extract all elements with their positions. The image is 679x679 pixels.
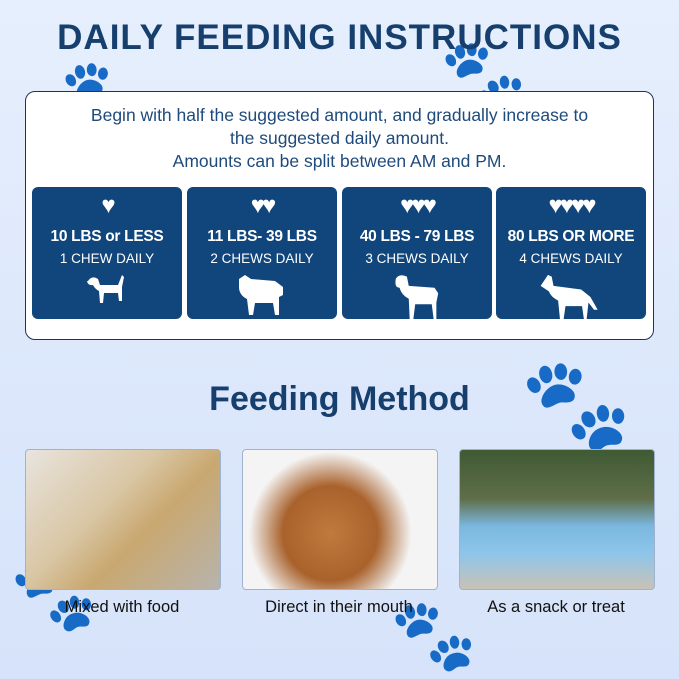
dosage-card: ♥ 10 LBS or LESS 1 CHEW DAILY [32,187,182,319]
photo-dog-eating-from-bowl [25,449,221,590]
dosage-card: ♥♥♥ 40 LBS - 79 LBS 3 CHEWS DAILY [342,187,492,319]
intro-line: Amounts can be split between AM and PM. [172,151,507,171]
intro-line: Begin with half the suggested amount, an… [90,105,589,125]
chew-count: 4 CHEWS DAILY [519,251,623,266]
heart-icon: ♥♥♥ [400,192,437,219]
weight-range: 40 LBS - 79 LBS [359,228,475,245]
method-caption: As a snack or treat [487,598,625,616]
heart-icon: ♥♥♥♥ [548,192,597,219]
rottweiler-icon [394,275,438,319]
heart-icon: ♥♥ [250,192,277,219]
intro-text: Begin with half the suggested amount, an… [25,104,654,173]
method-caption: Mixed with food [64,598,180,616]
section-title: Feeding Method [209,380,470,418]
weight-range: 10 LBS or LESS [50,228,164,245]
method-caption: Direct in their mouth [265,598,413,616]
dosage-card: ♥♥♥♥ 80 LBS OR MORE 4 CHEWS DAILY [496,187,646,319]
bulldog-icon [238,275,283,315]
photo-dog-taking-treat [242,449,438,590]
small-dog-icon [87,275,124,303]
intro-line: the suggested daily amount. [230,128,449,148]
chew-count: 2 CHEWS DAILY [210,251,314,266]
chew-count: 1 CHEW DAILY [59,251,155,266]
heart-icon: ♥ [101,192,115,219]
page-title: DAILY FEEDING INSTRUCTIONS [57,18,622,57]
photo-bowl-of-treats [459,449,655,590]
paw-print-decoration: 🐾 [390,596,478,674]
weight-range: 80 LBS OR MORE [507,228,635,245]
paw-print-decoration: 🐾 [520,355,633,455]
chew-count: 3 CHEWS DAILY [365,251,469,266]
dosage-card: ♥♥ 11 LBS- 39 LBS 2 CHEWS DAILY [187,187,337,319]
shepherd-icon [540,274,598,319]
weight-range: 11 LBS- 39 LBS [207,228,317,245]
